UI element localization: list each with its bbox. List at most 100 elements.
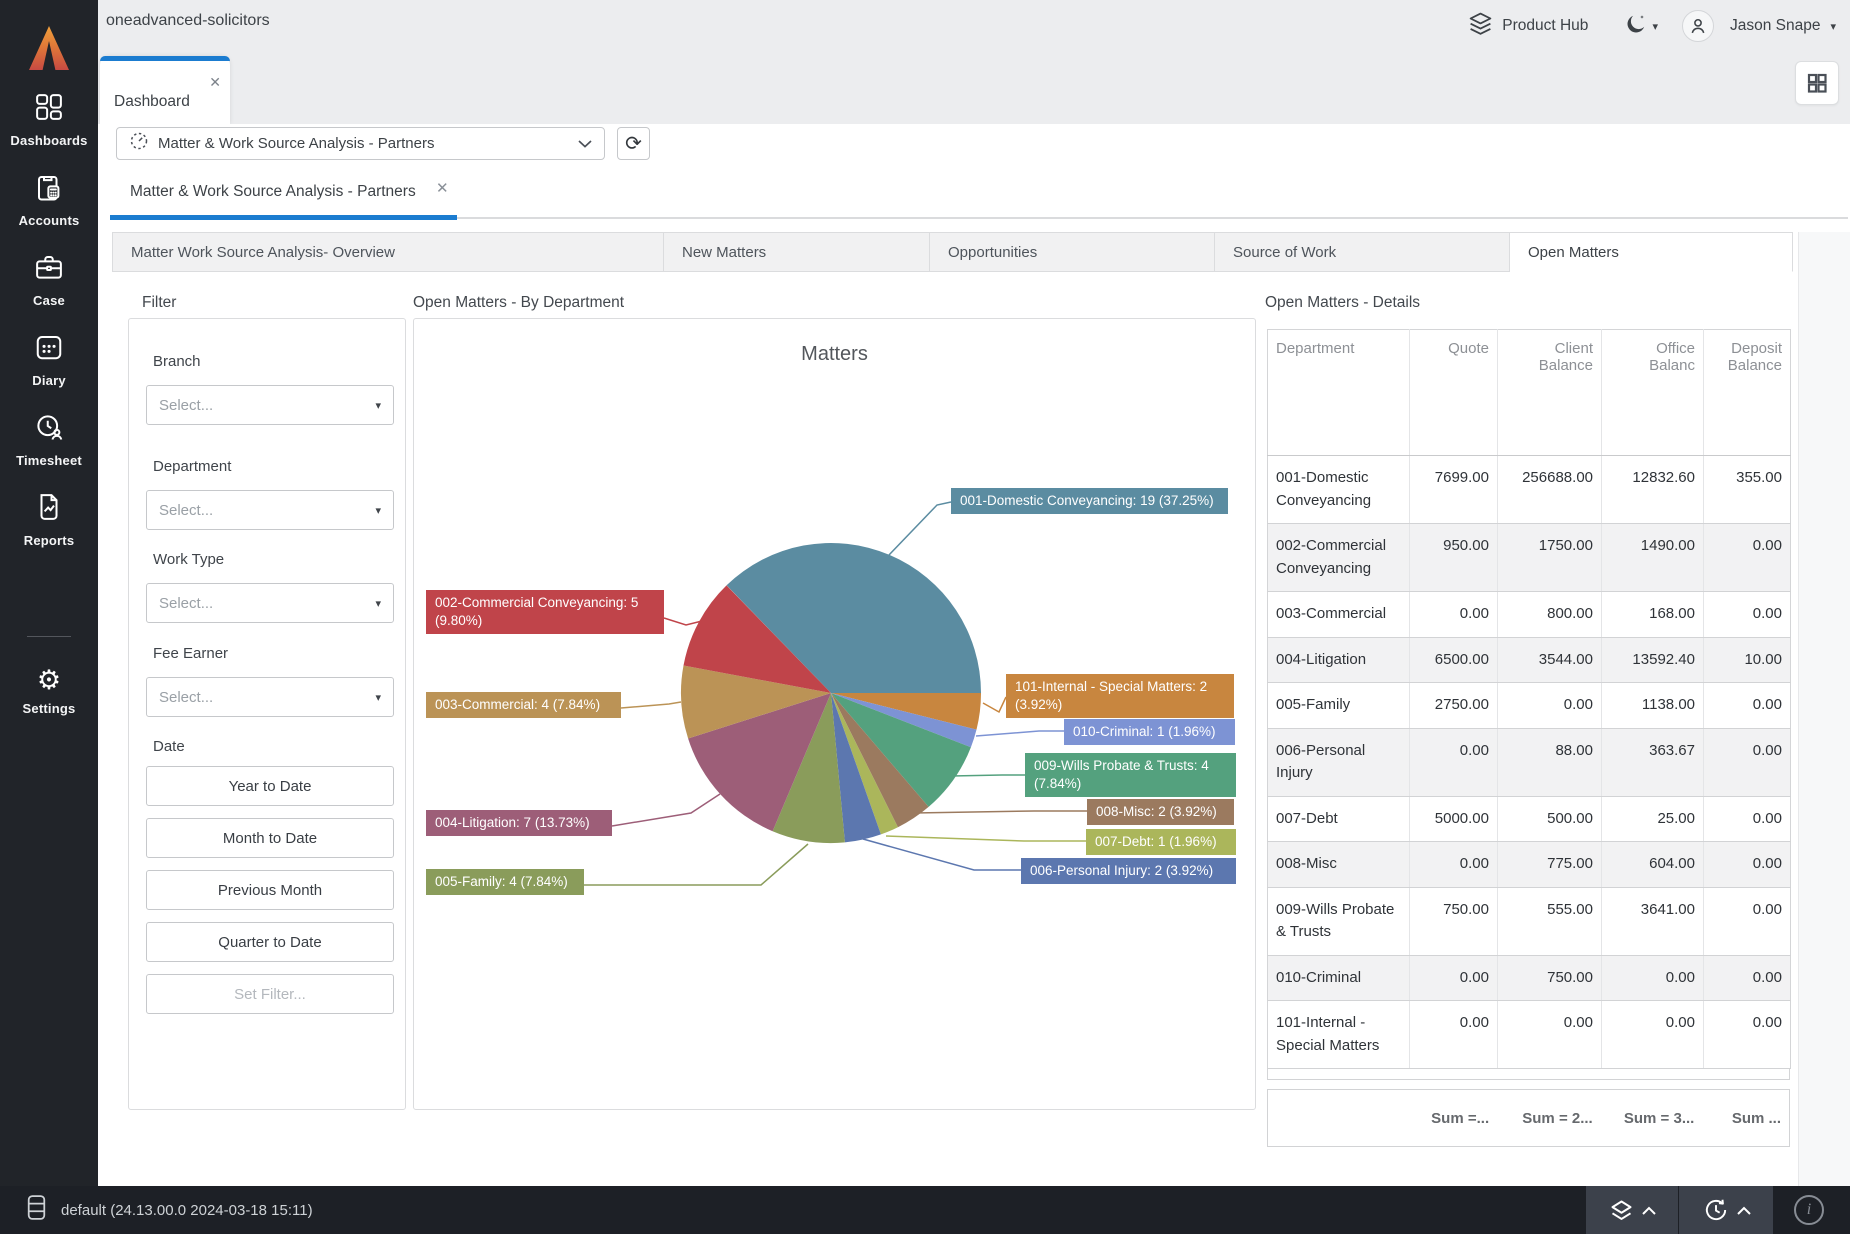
table-cell: 0.00 xyxy=(1704,524,1791,592)
table-row-010[interactable]: 010-Criminal0.00750.000.000.00 xyxy=(1268,955,1791,1001)
details-table-wrap: DepartmentQuoteClient BalanceOffice Bala… xyxy=(1267,329,1790,1147)
table-cell: 0.00 xyxy=(1602,1001,1704,1069)
table-cell: 0.00 xyxy=(1704,955,1791,1001)
table-footer-sum: Sum = 3... xyxy=(1601,1110,1703,1127)
pie-leader-001 xyxy=(889,502,951,555)
layout-grid-button[interactable] xyxy=(1795,61,1839,105)
table-cell: 0.00 xyxy=(1410,955,1498,1001)
dashboard-window-tab[interactable]: Dashboard ✕ xyxy=(100,56,230,124)
table-cell: 3641.00 xyxy=(1602,887,1704,955)
sidebar-item-reports[interactable]: Reports xyxy=(0,492,98,572)
table-cell: 6500.00 xyxy=(1410,637,1498,683)
table-row-005[interactable]: 005-Family2750.000.001138.000.00 xyxy=(1268,683,1791,729)
sidebar-item-diary[interactable]: Diary xyxy=(0,332,98,412)
table-cell: 0.00 xyxy=(1410,728,1498,796)
dashboard-subtab-label[interactable]: Matter & Work Source Analysis - Partners xyxy=(130,183,416,201)
dashboard-selector[interactable]: Matter & Work Source Analysis - Partners xyxy=(116,127,605,160)
branch-select[interactable]: Select... ▾ xyxy=(146,385,394,425)
table-row-007[interactable]: 007-Debt5000.00500.0025.000.00 xyxy=(1268,796,1791,842)
year-to-date-button[interactable]: Year to Date xyxy=(146,766,394,806)
sidebar-item-case[interactable]: Case xyxy=(0,252,98,332)
sidebar-item-settings[interactable]: ⚙ Settings xyxy=(0,665,98,745)
table-cell: 001-Domestic Conveyancing xyxy=(1268,456,1410,524)
table-cell: 13592.40 xyxy=(1602,637,1704,683)
content-right-gutter xyxy=(1798,232,1850,1186)
table-row-008[interactable]: 008-Misc0.00775.00604.000.00 xyxy=(1268,842,1791,888)
advanced-logo-icon xyxy=(29,26,69,70)
chart-panel-title: Open Matters - By Department xyxy=(413,294,624,312)
details-table: DepartmentQuoteClient BalanceOffice Bala… xyxy=(1267,329,1791,1069)
table-row-009[interactable]: 009-Wills Probate & Trusts750.00555.0036… xyxy=(1268,887,1791,955)
column-header-quote[interactable]: Quote xyxy=(1410,330,1498,456)
month-to-date-button[interactable]: Month to Date xyxy=(146,818,394,858)
view-tabbar: Matter Work Source Analysis- Overview Ne… xyxy=(112,232,1793,272)
diary-calendar-icon xyxy=(34,332,64,367)
table-row-001[interactable]: 001-Domestic Conveyancing7699.00256688.0… xyxy=(1268,456,1791,524)
pie-leader-003 xyxy=(621,702,681,708)
table-row-006[interactable]: 006-Personal Injury0.0088.00363.670.00 xyxy=(1268,728,1791,796)
quarter-to-date-button[interactable]: Quarter to Date xyxy=(146,922,394,962)
sidebar-item-label: Reports xyxy=(24,533,75,548)
table-cell: 604.00 xyxy=(1602,842,1704,888)
table-cell: 1138.00 xyxy=(1602,683,1704,729)
filter-panel-title: Filter xyxy=(142,294,176,312)
set-filter-button[interactable]: Set Filter... xyxy=(146,974,394,1014)
column-header-client-balance[interactable]: Client Balance xyxy=(1498,330,1602,456)
table-cell: 25.00 xyxy=(1602,796,1704,842)
user-menu[interactable]: Jason Snape xyxy=(1730,17,1821,35)
avatar[interactable] xyxy=(1682,10,1714,42)
pie-leader-002 xyxy=(664,618,702,625)
table-cell: 88.00 xyxy=(1498,728,1602,796)
column-header-department[interactable]: Department xyxy=(1268,330,1410,456)
branch-placeholder: Select... xyxy=(159,397,375,414)
stack-panel-button[interactable] xyxy=(1586,1186,1678,1234)
tab-new-matters[interactable]: New Matters xyxy=(664,232,930,272)
column-header-office-balanc[interactable]: Office Balanc xyxy=(1602,330,1704,456)
table-cell: 363.67 xyxy=(1602,728,1704,796)
sidebar-divider xyxy=(27,636,71,637)
department-select[interactable]: Select... ▾ xyxy=(146,490,394,530)
pie-label-007: 007-Debt: 1 (1.96%) xyxy=(1086,829,1236,855)
sidebar: Dashboards Accounts xyxy=(0,0,98,1186)
tab-opportunities[interactable]: Opportunities xyxy=(930,232,1215,272)
column-header-deposit-balance[interactable]: Deposit Balance xyxy=(1704,330,1791,456)
table-header: DepartmentQuoteClient BalanceOffice Bala… xyxy=(1268,330,1791,456)
app-title: oneadvanced-solicitors xyxy=(106,12,270,30)
chevron-down-icon: ▾ xyxy=(1652,20,1658,33)
moon-icon xyxy=(1624,12,1648,41)
table-row-101[interactable]: 101-Internal - Special Matters0.000.000.… xyxy=(1268,1001,1791,1069)
pie-leader-006 xyxy=(863,839,1021,870)
fee-earner-select[interactable]: Select... ▾ xyxy=(146,677,394,717)
sidebar-item-timesheet[interactable]: Timesheet xyxy=(0,412,98,492)
tab-source-of-work[interactable]: Source of Work xyxy=(1215,232,1510,272)
close-icon[interactable]: ✕ xyxy=(209,74,221,91)
sidebar-item-dashboards[interactable]: Dashboards xyxy=(0,92,98,172)
table-cell: 950.00 xyxy=(1410,524,1498,592)
table-row-002[interactable]: 002-Commercial Conveyancing950.001750.00… xyxy=(1268,524,1791,592)
application-window: Dashboards Accounts xyxy=(0,0,1850,1234)
details-panel-title: Open Matters - Details xyxy=(1265,294,1420,312)
sidebar-item-label: Accounts xyxy=(19,213,80,228)
table-row-004[interactable]: 004-Litigation6500.003544.0013592.4010.0… xyxy=(1268,637,1791,683)
close-icon[interactable]: ✕ xyxy=(436,179,449,197)
tab-open-matters[interactable]: Open Matters xyxy=(1510,232,1793,272)
history-button[interactable] xyxy=(1679,1186,1773,1234)
refresh-icon: ⟳ xyxy=(625,134,642,154)
refresh-button[interactable]: ⟳ xyxy=(617,127,650,160)
product-hub-button[interactable]: Product Hub xyxy=(1468,11,1588,41)
table-cell: 750.00 xyxy=(1410,887,1498,955)
tab-overview[interactable]: Matter Work Source Analysis- Overview xyxy=(112,232,664,272)
table-cell: 101-Internal - Special Matters xyxy=(1268,1001,1410,1069)
sidebar-item-accounts[interactable]: Accounts xyxy=(0,172,98,252)
branch-label: Branch xyxy=(153,353,201,370)
table-footer-sum: Sum =... xyxy=(1409,1110,1497,1127)
table-cell: 007-Debt xyxy=(1268,796,1410,842)
table-cell: 0.00 xyxy=(1704,887,1791,955)
work-type-select[interactable]: Select... ▾ xyxy=(146,583,394,623)
table-cell: 009-Wills Probate & Trusts xyxy=(1268,887,1410,955)
chevron-down-icon: ▾ xyxy=(375,691,381,704)
theme-toggle-button[interactable]: ▾ xyxy=(1624,12,1658,41)
previous-month-button[interactable]: Previous Month xyxy=(146,870,394,910)
table-row-003[interactable]: 003-Commercial0.00800.00168.000.00 xyxy=(1268,592,1791,638)
info-icon[interactable]: i xyxy=(1794,1195,1824,1225)
